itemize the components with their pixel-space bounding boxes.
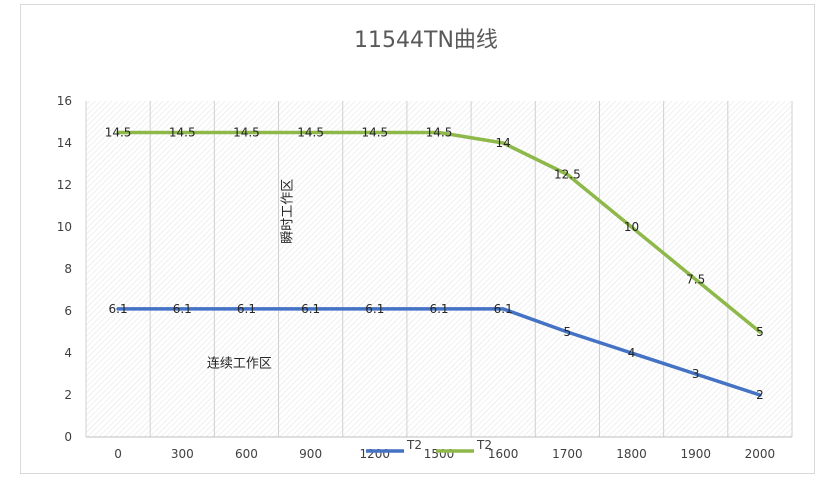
data-label: 14.5 xyxy=(361,126,388,140)
data-label: 3 xyxy=(692,367,700,381)
data-label: 14.5 xyxy=(233,126,260,140)
data-label: 10 xyxy=(624,220,639,234)
series-line-2 xyxy=(116,130,762,334)
y-tick-label: 10 xyxy=(57,220,72,234)
data-label: 6.1 xyxy=(237,302,256,316)
data-label: 6.1 xyxy=(301,302,320,316)
data-label: 7.5 xyxy=(686,273,705,287)
data-label: 6.1 xyxy=(494,302,513,316)
x-tick-label: 1500 xyxy=(424,447,455,461)
y-tick-label: 12 xyxy=(57,178,72,192)
data-label: 5 xyxy=(756,325,764,339)
y-tick-label: 2 xyxy=(64,388,72,402)
y-tick-label: 16 xyxy=(57,94,72,108)
x-tick-label: 0 xyxy=(114,447,122,461)
y-tick-label: 0 xyxy=(64,430,72,444)
legend: T2 T2 xyxy=(366,438,492,453)
data-label: 4 xyxy=(628,346,636,360)
annotation-instant-zone: 瞬时工作区 xyxy=(280,179,295,244)
data-label: 14.5 xyxy=(105,126,132,140)
chart-title: 11544TN曲线 xyxy=(354,28,498,53)
annotation-continuous-zone: 连续工作区 xyxy=(207,356,272,372)
data-label: 6.1 xyxy=(429,302,448,316)
x-tick-label: 900 xyxy=(299,447,322,461)
legend-label-2: T2 xyxy=(476,438,492,452)
data-label: 14.5 xyxy=(426,126,453,140)
y-tick-label: 8 xyxy=(64,262,72,276)
x-tick-label: 1600 xyxy=(488,447,519,461)
data-label: 6.1 xyxy=(173,302,192,316)
x-tick-label: 2000 xyxy=(745,447,776,461)
series-lines xyxy=(116,130,762,397)
chart-frame: 11544TN曲线 0 2 4 6 8 10 12 14 16 0 300 600 900 1200 150… xyxy=(20,4,815,474)
x-tick-label: 1900 xyxy=(680,447,711,461)
x-tick-label: 1800 xyxy=(616,447,647,461)
y-tick-label: 6 xyxy=(64,304,72,318)
data-label: 14.5 xyxy=(169,126,196,140)
data-label: 6.1 xyxy=(365,302,384,316)
data-label: 6.1 xyxy=(109,302,128,316)
data-labels: 6.1 6.1 6.1 6.1 6.1 6.1 6.1 5 4 3 2 14.5 14.5 14.5 14.… xyxy=(105,126,764,403)
x-tick-label: 600 xyxy=(235,447,258,461)
data-label: 14.5 xyxy=(297,126,324,140)
x-tick-label: 1200 xyxy=(360,447,391,461)
grid-lines xyxy=(85,101,793,437)
y-tick-label: 14 xyxy=(57,136,72,150)
plot-area xyxy=(86,101,792,437)
data-label: 12.5 xyxy=(554,168,581,182)
legend-label-1: T2 xyxy=(406,438,422,452)
series-line-1 xyxy=(116,307,762,397)
data-label: 14 xyxy=(496,136,511,150)
y-tick-label: 4 xyxy=(64,346,72,360)
tn-curve-chart: 11544TN曲线 0 2 4 6 8 10 12 14 16 0 300 600 900 1200 150… xyxy=(57,28,793,461)
x-tick-label: 300 xyxy=(171,447,194,461)
data-label: 5 xyxy=(564,325,572,339)
x-tick-label: 1700 xyxy=(552,447,583,461)
axes: 0 2 4 6 8 10 12 14 16 0 300 600 900 1200 1500 1600 1700 1… xyxy=(57,94,792,461)
data-label: 2 xyxy=(756,388,764,402)
